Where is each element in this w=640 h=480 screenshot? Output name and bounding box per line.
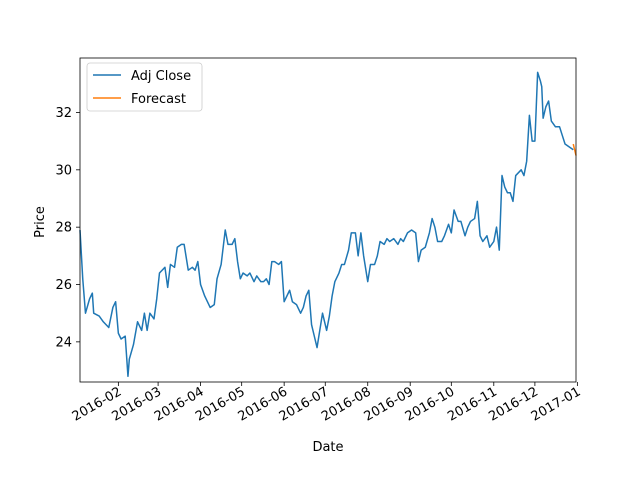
y-tick-label: 32 [55, 106, 72, 121]
plot-background [80, 58, 576, 382]
series-line-forecast [572, 143, 577, 156]
legend-entry-label: Forecast [131, 92, 186, 107]
legend-entry-label: Adj Close [131, 69, 191, 84]
legend: Adj Close Forecast [86, 62, 203, 112]
y-tick-label: 30 [55, 163, 72, 178]
y-tick-label: 28 [55, 221, 72, 236]
y-tick-label: 24 [55, 335, 72, 350]
series-line-adj-close [79, 71, 574, 378]
series-layer [79, 71, 577, 378]
x-tick-label: 2017-01 [529, 384, 584, 424]
axes-frame [79, 57, 577, 383]
x-axis-label: Date [312, 440, 343, 455]
y-tick-label: 26 [55, 278, 72, 293]
plot-area [80, 58, 576, 382]
y-axis-label: Price [33, 206, 48, 238]
